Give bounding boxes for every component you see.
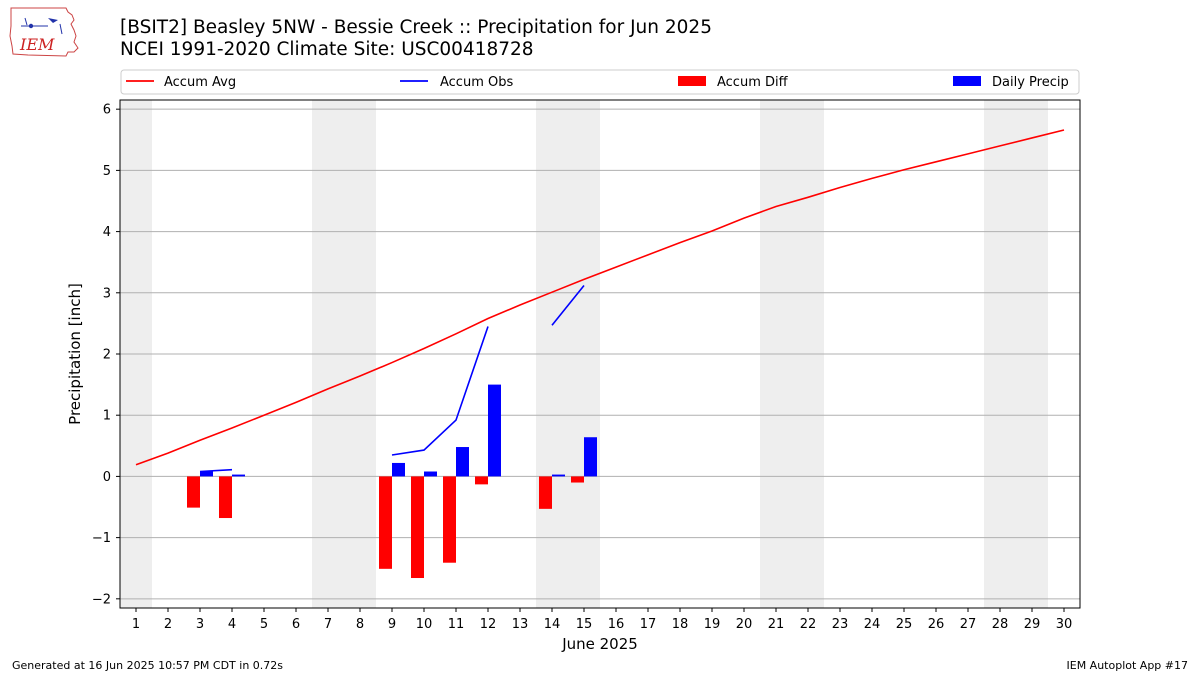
legend-label-2: Accum Obs <box>440 75 513 90</box>
y-tick-label: 5 <box>103 164 111 179</box>
x-tick-label-24: 24 <box>864 617 881 632</box>
x-tick-label-7: 7 <box>324 617 332 632</box>
x-axis-label: June 2025 <box>561 635 638 653</box>
svg-text:IEM: IEM <box>19 35 55 54</box>
accum-diff-bar-day-3 <box>187 476 200 508</box>
y-tick-label: 4 <box>103 225 111 240</box>
accum-obs-line-segment-3 <box>551 284 585 326</box>
x-tick-label-16: 16 <box>608 617 625 632</box>
x-tick-label-3: 3 <box>196 617 204 632</box>
x-tick-label-11: 11 <box>448 617 465 632</box>
legend-label-4: Daily Precip <box>992 75 1069 90</box>
y-tick-label: 3 <box>103 286 111 301</box>
y-tick-label: 6 <box>103 103 111 118</box>
y-tick-label: 1 <box>103 409 111 424</box>
x-tick-label-20: 20 <box>736 617 753 632</box>
x-tick-label-14: 14 <box>544 617 561 632</box>
daily-precip-bar-day-3 <box>200 471 213 477</box>
x-tick-label-2: 2 <box>164 617 172 632</box>
y-tick-label: −1 <box>92 531 111 546</box>
y-tick-label: −2 <box>92 592 111 607</box>
x-tick-label-21: 21 <box>768 617 785 632</box>
x-tick-label-1: 1 <box>132 617 140 632</box>
accum-diff-bar-day-9 <box>379 476 392 569</box>
accum-avg-line <box>135 129 1065 466</box>
x-tick-label-4: 4 <box>228 617 236 632</box>
accum-obs-line-segment-1 <box>199 468 233 473</box>
chart-subtitle: NCEI 1991-2020 Climate Site: USC00418728 <box>120 39 534 60</box>
accum-obs-line-segment-2 <box>391 326 489 456</box>
x-tick-label-27: 27 <box>960 617 977 632</box>
daily-precip-bar-day-15 <box>584 437 597 477</box>
x-tick-label-10: 10 <box>416 617 433 632</box>
legend-label-1: Accum Avg <box>164 75 236 90</box>
chart-title: [BSIT2] Beasley 5NW - Bessie Creek :: Pr… <box>120 17 712 38</box>
iem-logo-icon: IEM <box>9 7 79 57</box>
accum-diff-bar-day-14 <box>539 476 552 509</box>
x-tick-label-22: 22 <box>800 617 817 632</box>
daily-precip-bar-day-12 <box>488 384 501 477</box>
daily-precip-bar-day-10 <box>424 471 437 477</box>
generated-note: Generated at 16 Jun 2025 10:57 PM CDT in… <box>12 659 284 672</box>
x-tick-label-29: 29 <box>1024 617 1041 632</box>
grid-lines <box>120 108 1080 600</box>
x-tick-label-6: 6 <box>292 617 300 632</box>
x-tick-label-28: 28 <box>992 617 1009 632</box>
accum-diff-bar-day-10 <box>411 476 424 579</box>
x-tick-label-26: 26 <box>928 617 945 632</box>
legend-label-3: Accum Diff <box>717 75 789 90</box>
accum-diff-bar-day-11 <box>443 476 456 563</box>
y-tick-label: 0 <box>103 470 111 485</box>
x-tick-label-12: 12 <box>480 617 497 632</box>
legend: Accum Avg Accum Obs Accum Diff Daily Precip <box>120 69 1080 95</box>
x-tick-label-23: 23 <box>832 617 849 632</box>
x-tick-label-30: 30 <box>1056 617 1073 632</box>
daily-precip-bar-day-14 <box>552 474 565 477</box>
daily-precip-bar-day-9 <box>392 462 405 477</box>
bars-layer <box>187 384 597 579</box>
x-tick-label-15: 15 <box>576 617 593 632</box>
legend-swatch-4 <box>953 76 981 86</box>
legend-box <box>120 69 1080 95</box>
daily-precip-bar-day-4 <box>232 474 245 477</box>
x-tick-label-25: 25 <box>896 617 913 632</box>
x-tick-label-8: 8 <box>356 617 364 632</box>
y-axis-ticks: −2 −1 0 1 2 3 4 5 6 <box>92 103 120 607</box>
daily-precip-bar-day-11 <box>456 447 469 477</box>
x-tick-label-17: 17 <box>640 617 657 632</box>
x-tick-label-18: 18 <box>672 617 689 632</box>
accum-diff-bar-day-15 <box>571 476 584 483</box>
x-tick-label-13: 13 <box>512 617 529 632</box>
lines-layer <box>135 129 1065 473</box>
app-note: IEM Autoplot App #17 <box>1066 659 1189 672</box>
legend-swatch-3 <box>678 76 706 86</box>
accum-diff-bar-day-12 <box>475 476 488 485</box>
x-tick-label-9: 9 <box>388 617 396 632</box>
x-tick-label-5: 5 <box>260 617 268 632</box>
y-axis-label: Precipitation [inch] <box>66 283 84 425</box>
accum-diff-bar-day-4 <box>219 476 232 519</box>
y-tick-label: 2 <box>103 348 111 363</box>
x-tick-label-19: 19 <box>704 617 721 632</box>
x-axis-ticks: 1 2 3 4 5 6 7 8 9 10 11 12 13 14 15 16 17 18 19 20 21 22 23 24 2… <box>132 608 1072 632</box>
